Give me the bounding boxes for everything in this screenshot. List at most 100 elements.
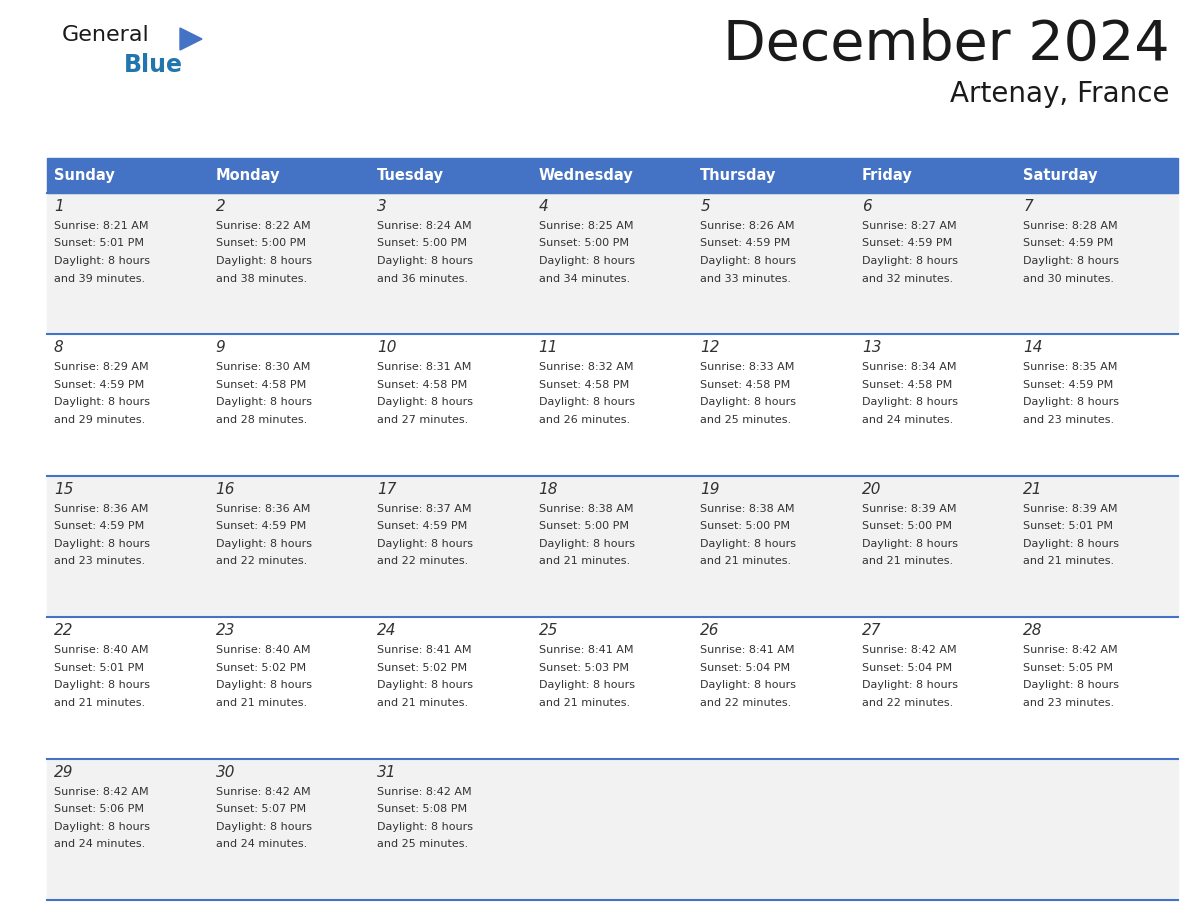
Text: Daylight: 8 hours: Daylight: 8 hours [53, 539, 150, 549]
Text: Sunrise: 8:42 AM: Sunrise: 8:42 AM [1023, 645, 1118, 655]
Text: and 30 minutes.: and 30 minutes. [1023, 274, 1114, 284]
Text: Sunset: 5:02 PM: Sunset: 5:02 PM [215, 663, 305, 673]
Text: 1: 1 [53, 199, 64, 214]
Text: Thursday: Thursday [700, 168, 777, 183]
Text: Sunrise: 8:40 AM: Sunrise: 8:40 AM [53, 645, 148, 655]
Text: 20: 20 [861, 482, 881, 497]
Text: and 26 minutes.: and 26 minutes. [538, 415, 630, 425]
Text: 10: 10 [377, 341, 397, 355]
Text: Sunrise: 8:25 AM: Sunrise: 8:25 AM [538, 221, 633, 231]
Text: Sunrise: 8:38 AM: Sunrise: 8:38 AM [700, 504, 795, 514]
Text: Daylight: 8 hours: Daylight: 8 hours [861, 256, 958, 266]
Text: 2: 2 [215, 199, 226, 214]
Text: 23: 23 [215, 623, 235, 638]
Text: Sunrise: 8:38 AM: Sunrise: 8:38 AM [538, 504, 633, 514]
Text: and 22 minutes.: and 22 minutes. [700, 698, 791, 708]
Text: Friday: Friday [861, 168, 912, 183]
Text: 25: 25 [538, 623, 558, 638]
Text: and 28 minutes.: and 28 minutes. [215, 415, 307, 425]
Text: Daylight: 8 hours: Daylight: 8 hours [53, 822, 150, 832]
Text: Daylight: 8 hours: Daylight: 8 hours [377, 539, 473, 549]
Text: Daylight: 8 hours: Daylight: 8 hours [700, 256, 796, 266]
Text: and 32 minutes.: and 32 minutes. [861, 274, 953, 284]
Bar [694, 158, 855, 193]
Text: Sunrise: 8:42 AM: Sunrise: 8:42 AM [861, 645, 956, 655]
Text: Sunday: Sunday [53, 168, 115, 183]
Text: Sunrise: 8:42 AM: Sunrise: 8:42 AM [215, 787, 310, 797]
Text: and 24 minutes.: and 24 minutes. [53, 839, 145, 849]
Text: Sunset: 5:02 PM: Sunset: 5:02 PM [377, 663, 467, 673]
Text: Sunrise: 8:35 AM: Sunrise: 8:35 AM [1023, 363, 1118, 373]
Text: and 21 minutes.: and 21 minutes. [1023, 556, 1114, 566]
Text: and 38 minutes.: and 38 minutes. [215, 274, 307, 284]
Text: and 22 minutes.: and 22 minutes. [377, 556, 468, 566]
Text: Daylight: 8 hours: Daylight: 8 hours [215, 822, 311, 832]
Text: and 39 minutes.: and 39 minutes. [53, 274, 145, 284]
Text: Daylight: 8 hours: Daylight: 8 hours [215, 539, 311, 549]
Text: Sunset: 4:58 PM: Sunset: 4:58 PM [861, 380, 952, 390]
Text: Sunrise: 8:21 AM: Sunrise: 8:21 AM [53, 221, 148, 231]
Text: and 25 minutes.: and 25 minutes. [700, 415, 791, 425]
Text: 13: 13 [861, 341, 881, 355]
Text: 11: 11 [538, 341, 558, 355]
Text: Sunrise: 8:27 AM: Sunrise: 8:27 AM [861, 221, 956, 231]
Text: and 23 minutes.: and 23 minutes. [53, 556, 145, 566]
Text: and 27 minutes.: and 27 minutes. [377, 415, 468, 425]
Text: Daylight: 8 hours: Daylight: 8 hours [700, 397, 796, 408]
Text: Daylight: 8 hours: Daylight: 8 hours [861, 680, 958, 690]
Text: 16: 16 [215, 482, 235, 497]
Text: Sunset: 4:58 PM: Sunset: 4:58 PM [538, 380, 628, 390]
Text: Sunset: 5:03 PM: Sunset: 5:03 PM [538, 663, 628, 673]
Text: Sunset: 5:00 PM: Sunset: 5:00 PM [215, 239, 305, 249]
Text: Sunrise: 8:42 AM: Sunrise: 8:42 AM [53, 787, 148, 797]
Text: Sunset: 5:01 PM: Sunset: 5:01 PM [53, 663, 144, 673]
Bar [48, 334, 1178, 476]
Text: Daylight: 8 hours: Daylight: 8 hours [538, 680, 634, 690]
Text: and 21 minutes.: and 21 minutes. [215, 698, 307, 708]
Text: Sunrise: 8:32 AM: Sunrise: 8:32 AM [538, 363, 633, 373]
Text: Wednesday: Wednesday [538, 168, 633, 183]
Text: and 21 minutes.: and 21 minutes. [538, 698, 630, 708]
Text: Daylight: 8 hours: Daylight: 8 hours [53, 256, 150, 266]
Text: 28: 28 [1023, 623, 1043, 638]
Text: Sunset: 5:04 PM: Sunset: 5:04 PM [700, 663, 790, 673]
Text: Sunset: 5:00 PM: Sunset: 5:00 PM [861, 521, 952, 532]
Text: 26: 26 [700, 623, 720, 638]
Text: Daylight: 8 hours: Daylight: 8 hours [53, 680, 150, 690]
Text: Sunset: 4:59 PM: Sunset: 4:59 PM [53, 521, 144, 532]
Text: Sunrise: 8:40 AM: Sunrise: 8:40 AM [215, 645, 310, 655]
Text: and 33 minutes.: and 33 minutes. [700, 274, 791, 284]
Bar [855, 158, 1017, 193]
Text: Sunrise: 8:36 AM: Sunrise: 8:36 AM [215, 504, 310, 514]
Text: General: General [62, 25, 150, 45]
Text: 5: 5 [700, 199, 710, 214]
Text: Sunrise: 8:41 AM: Sunrise: 8:41 AM [700, 645, 795, 655]
Text: Sunrise: 8:26 AM: Sunrise: 8:26 AM [700, 221, 795, 231]
Text: 7: 7 [1023, 199, 1034, 214]
Text: 18: 18 [538, 482, 558, 497]
Text: Sunrise: 8:31 AM: Sunrise: 8:31 AM [377, 363, 472, 373]
Bar [532, 158, 694, 193]
Text: 27: 27 [861, 623, 881, 638]
Text: Daylight: 8 hours: Daylight: 8 hours [215, 256, 311, 266]
Text: Daylight: 8 hours: Daylight: 8 hours [1023, 397, 1119, 408]
Text: Sunrise: 8:36 AM: Sunrise: 8:36 AM [53, 504, 148, 514]
Text: Sunset: 5:00 PM: Sunset: 5:00 PM [538, 239, 628, 249]
Text: Sunset: 4:59 PM: Sunset: 4:59 PM [700, 239, 790, 249]
Text: 6: 6 [861, 199, 872, 214]
Bar [48, 158, 209, 193]
Text: and 23 minutes.: and 23 minutes. [1023, 698, 1114, 708]
Text: Sunset: 4:59 PM: Sunset: 4:59 PM [377, 521, 467, 532]
Text: and 21 minutes.: and 21 minutes. [861, 556, 953, 566]
Text: Daylight: 8 hours: Daylight: 8 hours [1023, 256, 1119, 266]
Text: Sunset: 4:59 PM: Sunset: 4:59 PM [215, 521, 305, 532]
Text: Daylight: 8 hours: Daylight: 8 hours [538, 539, 634, 549]
Text: Sunrise: 8:30 AM: Sunrise: 8:30 AM [215, 363, 310, 373]
Text: Sunset: 5:00 PM: Sunset: 5:00 PM [538, 521, 628, 532]
Text: Saturday: Saturday [1023, 168, 1098, 183]
Text: 29: 29 [53, 765, 74, 779]
Text: and 21 minutes.: and 21 minutes. [377, 698, 468, 708]
Text: Sunset: 4:59 PM: Sunset: 4:59 PM [1023, 380, 1113, 390]
Text: Sunset: 4:59 PM: Sunset: 4:59 PM [1023, 239, 1113, 249]
Text: Sunrise: 8:28 AM: Sunrise: 8:28 AM [1023, 221, 1118, 231]
